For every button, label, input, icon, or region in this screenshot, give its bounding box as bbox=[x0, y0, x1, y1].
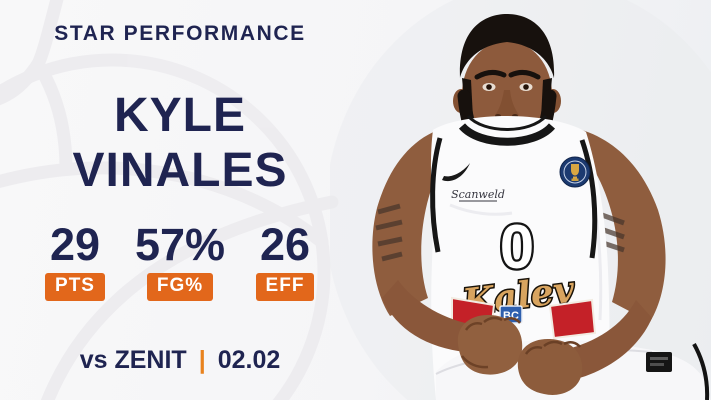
left-forearm bbox=[382, 280, 470, 352]
player-first-name: KYLE bbox=[113, 89, 246, 142]
page-title: STAR PERFORMANCE bbox=[54, 22, 306, 45]
stats-row: 29 PTS 57% FG% 26 EFF bbox=[25, 221, 335, 301]
stat-label-pts-badge: PTS bbox=[45, 273, 105, 301]
stat-field-goal-pct: 57% FG% bbox=[130, 221, 230, 301]
basketball-outline bbox=[0, 53, 331, 400]
player-left-arm bbox=[372, 130, 440, 316]
stat-label-eff-badge: EFF bbox=[255, 273, 315, 301]
red-band-right bbox=[548, 298, 597, 340]
jersey-number: 0 bbox=[500, 213, 534, 282]
stat-points: 29 PTS bbox=[25, 221, 125, 301]
shorts-piping bbox=[692, 343, 710, 400]
shorts-tag-mark bbox=[650, 357, 668, 360]
stat-label-fg-badge: FG% bbox=[146, 273, 214, 301]
eyebrows bbox=[474, 69, 541, 80]
separator-bar: | bbox=[198, 346, 206, 374]
left-fist-knuckles bbox=[461, 316, 521, 369]
basketball-seam-top bbox=[0, 161, 329, 249]
right-forearm bbox=[564, 300, 652, 380]
match-date: 02.02 bbox=[217, 346, 281, 374]
player-photo: Scanweld 0 Kalev BC bbox=[330, 0, 711, 400]
matchup-line: vs ZENIT | 02.02 bbox=[0, 346, 360, 375]
stat-efficiency: 26 EFF bbox=[235, 221, 335, 301]
stat-value-eff: 26 bbox=[259, 219, 311, 270]
basketball-seam-diagonal bbox=[40, 195, 339, 400]
jersey-collar-trim bbox=[458, 123, 556, 146]
right-fist bbox=[517, 338, 583, 395]
hair bbox=[459, 14, 555, 78]
nose bbox=[495, 90, 519, 120]
league-patch-icon bbox=[559, 156, 591, 188]
left-armhole-trim bbox=[430, 137, 443, 253]
right-armhole-trim bbox=[579, 139, 598, 259]
opponent-label: vs ZENIT bbox=[79, 346, 187, 374]
eyes bbox=[482, 83, 533, 91]
stat-value-fg: 57% bbox=[134, 219, 226, 270]
player-last-name: VINALES bbox=[72, 144, 288, 197]
left-fist bbox=[457, 314, 523, 375]
stat-value-pts: 29 bbox=[49, 219, 101, 270]
basketball-seam-y3 bbox=[31, 57, 73, 175]
info-panel: STAR PERFORMANCE KYLE VINALES 29 PTS 57%… bbox=[0, 22, 360, 375]
left-arm-tattoo bbox=[375, 203, 403, 262]
nike-swoosh-icon bbox=[442, 163, 470, 182]
basketball-seam-y2 bbox=[0, 57, 45, 106]
shorts-tag-mark2 bbox=[650, 363, 664, 366]
player-name: KYLE VINALES bbox=[0, 88, 360, 198]
shorts-tag bbox=[646, 352, 672, 372]
right-fist-knuckles bbox=[524, 340, 581, 355]
jersey-collar-inner-trim bbox=[466, 114, 548, 131]
jersey-sponsor-text: Scanweld bbox=[451, 188, 505, 201]
